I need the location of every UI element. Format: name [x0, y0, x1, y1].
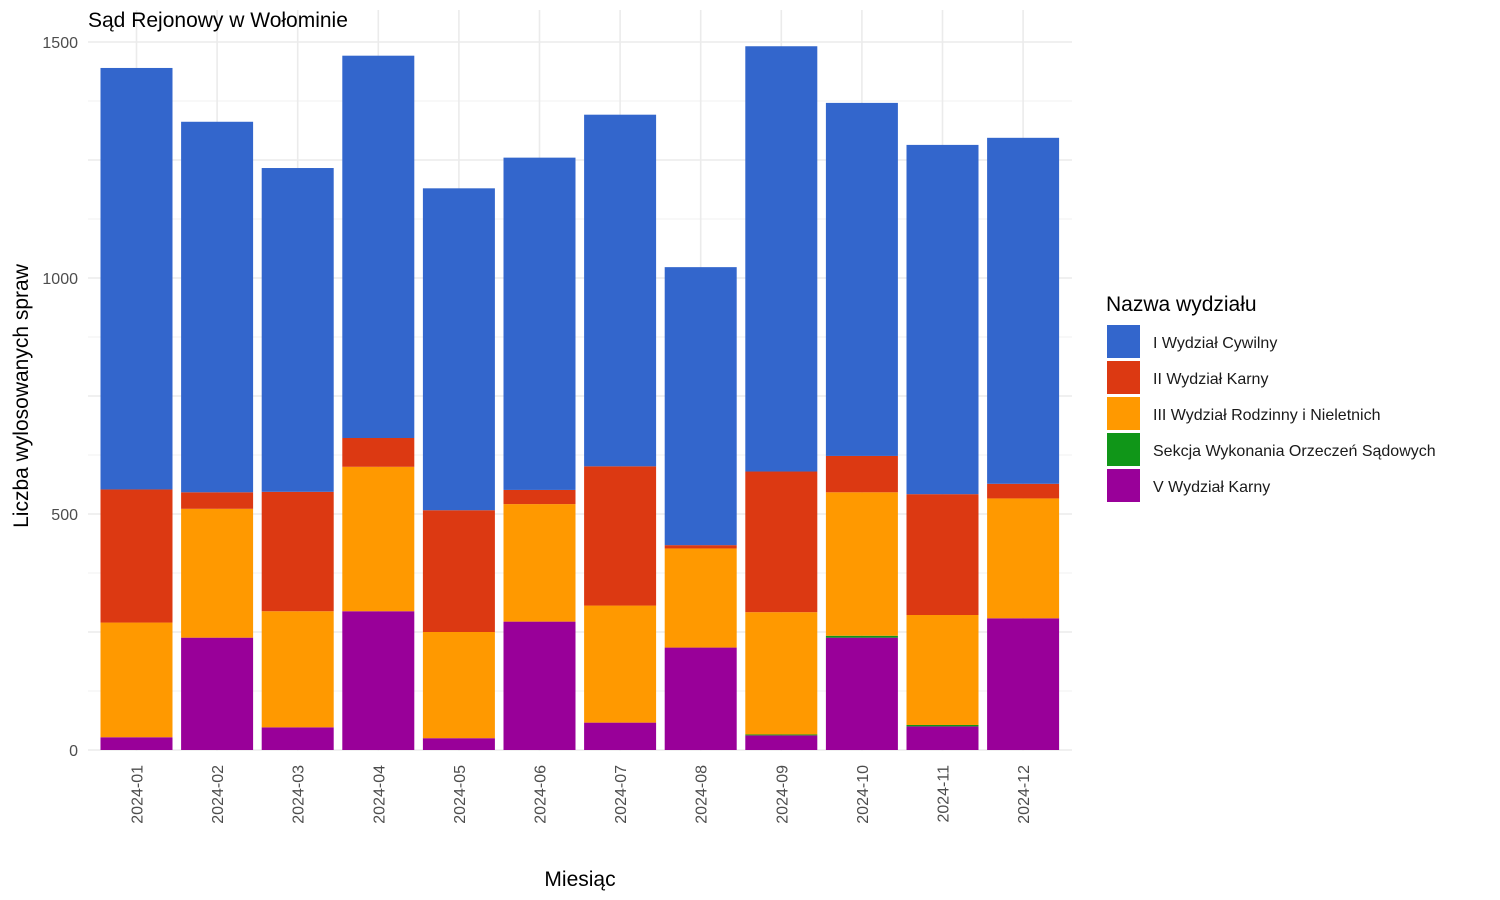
bar-segment — [181, 492, 254, 509]
bar-segment — [906, 726, 979, 750]
y-axis-title: Liczba wylosowanych spraw — [10, 263, 33, 528]
legend-item-label: Sekcja Wykonania Orzeczeń Sądowych — [1153, 443, 1436, 460]
bar-segment — [987, 498, 1060, 619]
bar-segment — [825, 635, 898, 638]
y-axis-ticks: 0 500 1000 1500 — [42, 35, 78, 760]
bar-segment — [987, 137, 1060, 484]
bar-segment — [342, 438, 415, 467]
legend-swatch — [1107, 325, 1140, 358]
x-tick-label: 2024-03 — [291, 765, 308, 824]
bar-segment — [100, 737, 173, 750]
x-tick-label: 2024-02 — [210, 765, 227, 824]
bar-segment — [906, 494, 979, 616]
bar-segment — [906, 144, 979, 495]
bar-segment — [664, 545, 737, 549]
bar-segment — [342, 611, 415, 750]
y-tick-label: 0 — [69, 743, 78, 760]
x-tick-label: 2024-08 — [694, 765, 711, 824]
bar-segment — [664, 647, 737, 750]
bar-segment — [422, 632, 495, 739]
chart-title: Sąd Rejonowy w Wołominie — [88, 9, 348, 32]
bar-segment — [261, 491, 334, 612]
x-tick-label: 2024-06 — [533, 765, 550, 824]
bar-segment — [261, 611, 334, 728]
bar-segment — [261, 727, 334, 750]
bar-segment — [745, 734, 818, 736]
x-tick-label: 2024-10 — [855, 765, 872, 824]
bar-segment — [584, 466, 657, 606]
legend-item-label: I Wydział Cywilny — [1153, 335, 1277, 352]
x-axis-ticks: 2024-01 2024-02 2024-03 2024-04 2024-05 2024-… — [130, 765, 1034, 824]
bar-segment — [906, 724, 979, 727]
bar-segment — [261, 168, 334, 492]
x-axis-title: Miesiąc — [544, 868, 615, 891]
bar-segment — [987, 618, 1060, 750]
bar-segment — [745, 735, 818, 750]
x-tick-label: 2024-12 — [1016, 765, 1033, 824]
bar-segment — [422, 188, 495, 511]
legend-item-label: II Wydział Karny — [1153, 371, 1268, 388]
bar-segment — [825, 455, 898, 493]
bar-segment — [422, 510, 495, 632]
bar-segment — [825, 492, 898, 636]
bar-segment — [664, 267, 737, 546]
y-tick-label: 500 — [51, 507, 78, 524]
legend-title: Nazwa wydziału — [1106, 293, 1257, 316]
bar-segment — [100, 489, 173, 623]
bar-segment — [584, 605, 657, 723]
bars — [100, 46, 1060, 750]
bar-segment — [100, 67, 173, 490]
legend-item-label: III Wydział Rodzinny i Nieletnich — [1153, 407, 1381, 424]
bar-segment — [422, 738, 495, 750]
bar-segment — [503, 504, 576, 622]
bar-segment — [181, 508, 254, 638]
bar-segment — [906, 615, 979, 725]
bar-segment — [342, 466, 415, 612]
x-tick-label: 2024-09 — [774, 765, 791, 824]
y-tick-label: 1500 — [42, 35, 78, 52]
bar-segment — [584, 114, 657, 467]
y-tick-label: 1000 — [42, 271, 78, 288]
legend-swatch — [1107, 361, 1140, 394]
bar-segment — [503, 621, 576, 750]
bar-segment — [181, 121, 254, 493]
x-tick-label: 2024-04 — [371, 765, 388, 824]
bar-segment — [342, 55, 415, 439]
x-tick-label: 2024-11 — [936, 765, 953, 823]
x-tick-label: 2024-07 — [613, 765, 630, 824]
bar-segment — [745, 471, 818, 613]
x-tick-label: 2024-05 — [452, 765, 469, 824]
bar-segment — [745, 46, 818, 472]
bar-segment — [584, 722, 657, 750]
bar-segment — [503, 157, 576, 490]
bar-segment — [503, 489, 576, 505]
legend-swatch — [1107, 433, 1140, 466]
legend-swatch — [1107, 397, 1140, 430]
bar-segment — [745, 612, 818, 735]
legend-item-label: V Wydział Karny — [1153, 479, 1270, 496]
bar-segment — [100, 622, 173, 738]
bar-segment — [181, 637, 254, 750]
legend-swatch — [1107, 469, 1140, 502]
legend: I Wydział Cywilny II Wydział Karny III Wyd… — [1107, 325, 1436, 502]
bar-segment — [825, 102, 898, 456]
bar-segment — [664, 548, 737, 648]
bar-segment — [825, 637, 898, 750]
bar-segment — [987, 483, 1060, 499]
x-tick-label: 2024-01 — [130, 765, 147, 824]
